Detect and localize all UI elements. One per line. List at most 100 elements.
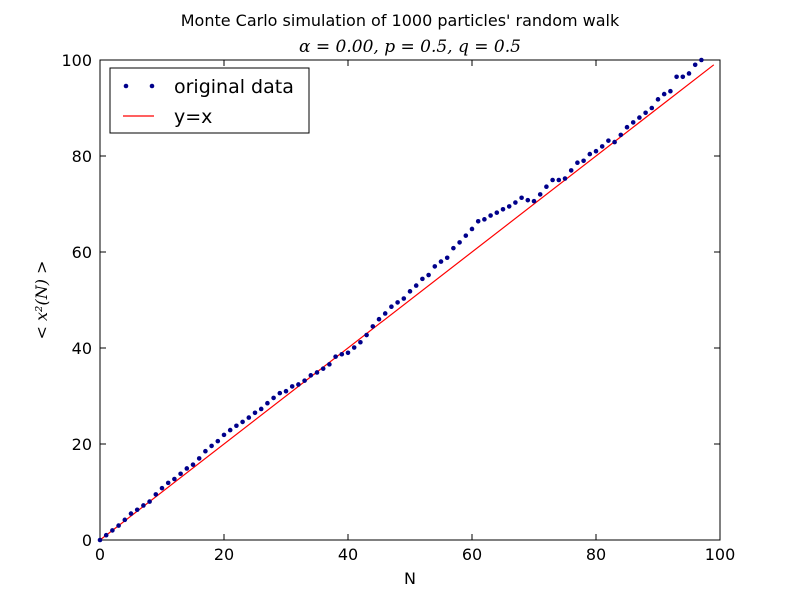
data-point — [97, 537, 103, 543]
legend-marker-original-data — [123, 83, 129, 89]
data-point — [482, 217, 487, 222]
data-point — [593, 148, 599, 154]
data-point — [258, 406, 264, 412]
data-point — [612, 139, 617, 145]
data-point — [680, 74, 686, 80]
data-point — [221, 432, 227, 438]
data-point — [178, 471, 183, 477]
data-point — [327, 362, 332, 367]
data-point — [488, 213, 493, 218]
data-point — [661, 91, 667, 97]
data-point — [506, 204, 512, 209]
y-axis-label: < x²(N) > — [32, 261, 51, 340]
data-point — [475, 218, 481, 224]
data-point — [277, 390, 283, 396]
data-point — [122, 517, 128, 523]
data-point — [215, 438, 221, 444]
data-point — [116, 523, 121, 528]
data-point — [426, 272, 431, 278]
data-point — [649, 105, 655, 111]
data-point — [686, 71, 692, 76]
y-tick-label: 100 — [61, 51, 92, 70]
data-point — [438, 259, 444, 264]
data-point — [141, 503, 146, 508]
data-point — [624, 124, 630, 130]
data-point — [463, 233, 469, 238]
data-point — [364, 332, 369, 338]
data-point — [351, 345, 357, 350]
data-point — [556, 177, 562, 183]
data-point — [420, 276, 425, 282]
data-point — [147, 499, 152, 504]
y-tick-label: 20 — [72, 435, 92, 454]
data-point — [395, 300, 400, 305]
data-point — [314, 370, 320, 375]
data-point — [339, 351, 345, 357]
data-point — [643, 110, 648, 116]
data-point — [376, 316, 382, 322]
data-point — [103, 532, 109, 538]
data-point — [550, 177, 555, 183]
data-point — [209, 443, 214, 449]
legend-label-y-equals-x: y=x — [174, 106, 212, 128]
data-point — [457, 240, 462, 245]
data-point — [562, 176, 568, 181]
data-point — [637, 115, 642, 120]
data-point — [271, 395, 276, 401]
data-point — [234, 423, 239, 429]
data-point — [630, 120, 636, 125]
x-tick-label: 80 — [586, 545, 606, 564]
data-point — [494, 210, 500, 215]
data-point — [606, 138, 611, 143]
data-point — [531, 198, 537, 204]
y-tick-label: 80 — [72, 147, 92, 166]
data-point — [320, 366, 326, 371]
data-point — [407, 289, 413, 294]
data-point — [668, 88, 673, 94]
x-tick-label: 40 — [338, 545, 358, 564]
data-point — [500, 206, 506, 212]
data-point — [413, 283, 419, 288]
data-point — [196, 456, 202, 461]
data-point — [544, 184, 549, 190]
legend-label-original-data: original data — [174, 76, 294, 98]
data-point — [283, 388, 289, 394]
x-tick-label: 20 — [214, 545, 234, 564]
data-point — [674, 74, 679, 80]
y-tick-label: 40 — [72, 339, 92, 358]
data-point — [432, 264, 438, 269]
data-point — [240, 419, 245, 425]
data-point — [153, 492, 159, 497]
legend-marker-original-data — [149, 83, 155, 89]
data-point — [382, 311, 388, 316]
data-point — [568, 168, 574, 173]
data-point — [289, 384, 295, 389]
data-point — [389, 304, 394, 310]
x-tick-label: 100 — [705, 545, 736, 564]
x-axis-label: N — [404, 569, 416, 588]
data-point — [618, 132, 624, 138]
data-point — [581, 158, 586, 164]
chart-title: Monte Carlo simulation of 1000 particles… — [181, 11, 620, 30]
data-point — [333, 354, 338, 359]
data-point — [699, 57, 704, 63]
data-point — [513, 200, 518, 205]
data-point — [252, 410, 258, 416]
data-point — [537, 192, 543, 197]
data-point — [692, 62, 698, 68]
data-point — [345, 350, 351, 356]
data-point — [451, 245, 456, 251]
data-point — [165, 480, 171, 486]
data-point — [128, 511, 134, 516]
data-point — [308, 373, 314, 378]
data-point — [134, 507, 140, 513]
data-point — [401, 296, 407, 301]
data-point — [227, 427, 233, 433]
y-tick-label: 0 — [82, 531, 92, 550]
legend: original data y=x — [109, 67, 310, 134]
x-tick-label: 0 — [95, 545, 105, 564]
data-point — [265, 400, 270, 406]
data-point — [296, 382, 301, 387]
data-point — [444, 255, 450, 261]
